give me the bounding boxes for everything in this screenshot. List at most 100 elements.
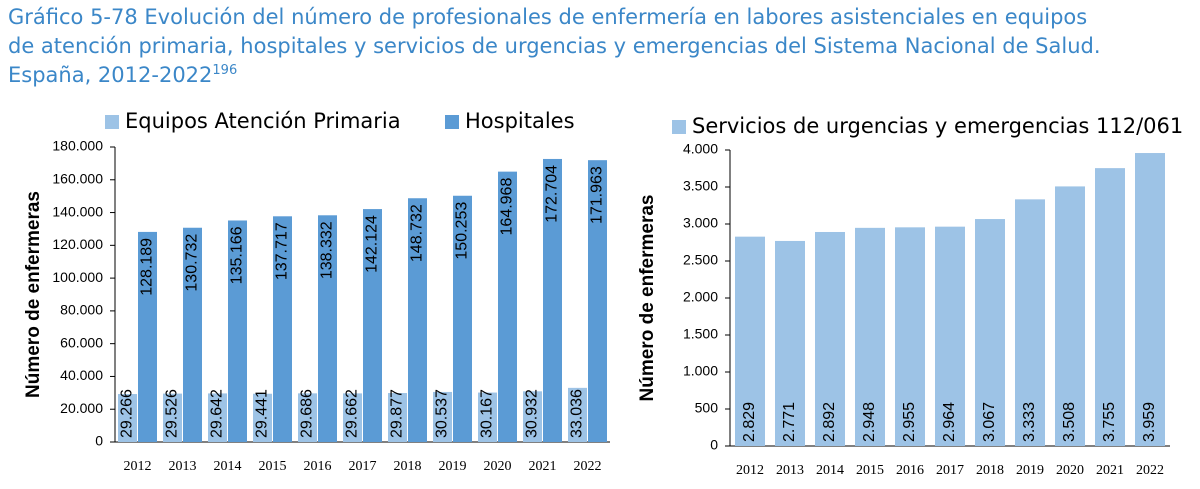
- bar: [298, 393, 317, 442]
- legend-label: Servicios de urgencias y emergencias 112…: [692, 114, 1183, 138]
- value-label: 138.332: [319, 221, 336, 279]
- bar: [588, 160, 607, 442]
- bar: [388, 393, 407, 442]
- bar: [228, 220, 247, 442]
- title-note: 196: [212, 63, 237, 78]
- x-tick-label: 2019: [1016, 463, 1044, 478]
- x-tick-label: 2012: [736, 463, 764, 478]
- value-label: 29.662: [344, 389, 361, 438]
- value-label: 30.932: [524, 389, 541, 438]
- bar: [735, 236, 765, 446]
- bar: [1055, 186, 1085, 446]
- bar: [273, 216, 292, 442]
- bar: [523, 391, 542, 442]
- bar: [343, 393, 362, 442]
- bar: [895, 227, 925, 446]
- y-tick-label: 3.500: [683, 178, 718, 194]
- legend-swatch: [445, 115, 459, 129]
- title-line: de atención primaria, hospitales y servi…: [8, 34, 1101, 58]
- y-tick-label: 120.000: [52, 236, 103, 252]
- y-tick-label: 0: [710, 437, 718, 453]
- value-label: 29.441: [254, 389, 271, 438]
- bar: [453, 195, 472, 442]
- value-label: 29.642: [209, 389, 226, 438]
- y-tick-label: 80.000: [60, 302, 103, 318]
- bar: [1015, 199, 1045, 446]
- value-label: 30.167: [479, 389, 496, 438]
- bar: [253, 393, 272, 442]
- y-tick-label: 1.000: [683, 363, 718, 379]
- bar: [975, 219, 1005, 446]
- value-label: 2.964: [941, 402, 958, 442]
- title-line: España, 2012-2022196: [8, 63, 237, 87]
- x-tick-label: 2020: [484, 459, 512, 474]
- bar: [208, 393, 227, 442]
- x-tick-label: 2014: [816, 463, 844, 478]
- value-label: 29.877: [389, 389, 406, 438]
- x-tick-label: 2022: [1136, 463, 1164, 478]
- bar: [118, 394, 137, 442]
- value-label: 2.948: [861, 402, 878, 442]
- y-tick-label: 0: [95, 433, 103, 449]
- value-label: 128.189: [139, 238, 156, 296]
- y-tick-label: 40.000: [60, 367, 103, 383]
- bar: [1135, 153, 1165, 446]
- value-label: 30.537: [434, 389, 451, 438]
- value-label: 150.253: [454, 202, 471, 260]
- bar: [478, 392, 497, 442]
- x-tick-label: 2017: [936, 463, 964, 478]
- legend-swatch: [672, 120, 686, 134]
- bar: [498, 171, 517, 442]
- value-label: 2.892: [821, 402, 838, 442]
- y-tick-label: 4.000: [683, 141, 718, 157]
- bar: [1095, 168, 1125, 446]
- x-tick-label: 2020: [1056, 463, 1084, 478]
- title-text: España, 2012-2022: [8, 63, 212, 87]
- y-tick-label: 2.500: [683, 252, 718, 268]
- bar: [163, 393, 182, 442]
- value-label: 2.955: [901, 402, 918, 442]
- x-tick-label: 2016: [896, 463, 924, 478]
- bar: [318, 215, 337, 442]
- value-label: 142.124: [364, 215, 381, 273]
- legend-label: Hospitales: [465, 109, 575, 133]
- x-tick-label: 2022: [574, 459, 602, 474]
- legend-swatch: [105, 115, 119, 129]
- value-label: 3.755: [1101, 402, 1118, 442]
- x-tick-label: 2015: [856, 463, 884, 478]
- bar: [815, 231, 845, 446]
- x-tick-label: 2019: [439, 459, 467, 474]
- legend-label: Equipos Atención Primaria: [125, 109, 401, 133]
- x-tick-label: 2015: [259, 459, 287, 474]
- value-label: 164.968: [499, 178, 516, 236]
- value-label: 135.166: [229, 226, 246, 284]
- value-label: 2.771: [781, 402, 798, 442]
- y-tick-label: 1.500: [683, 326, 718, 342]
- bar: [363, 209, 382, 442]
- value-label: 171.963: [589, 166, 606, 224]
- y-tick-label: 180.000: [52, 138, 103, 154]
- y-tick-label: 100.000: [52, 269, 103, 285]
- x-tick-label: 2013: [169, 459, 197, 474]
- value-label: 33.036: [569, 389, 586, 438]
- x-tick-label: 2021: [529, 459, 557, 474]
- y-tick-label: 20.000: [60, 400, 103, 416]
- x-tick-label: 2021: [1096, 463, 1124, 478]
- value-label: 3.333: [1021, 402, 1038, 442]
- y-tick-label: 3.000: [683, 215, 718, 231]
- x-tick-label: 2012: [124, 459, 152, 474]
- title-line: Gráfico 5-78 Evolución del número de pro…: [8, 5, 1087, 29]
- value-label: 29.266: [119, 389, 136, 438]
- value-label: 3.959: [1141, 402, 1158, 442]
- value-label: 148.732: [409, 204, 426, 262]
- x-tick-label: 2018: [394, 459, 422, 474]
- value-label: 2.829: [741, 402, 758, 442]
- y-axis-label: Número de enfermeras: [23, 191, 44, 398]
- value-label: 130.732: [184, 234, 201, 292]
- value-label: 3.508: [1061, 402, 1078, 442]
- bar: [855, 227, 885, 446]
- value-label: 172.704: [544, 165, 561, 223]
- value-label: 137.717: [274, 222, 291, 280]
